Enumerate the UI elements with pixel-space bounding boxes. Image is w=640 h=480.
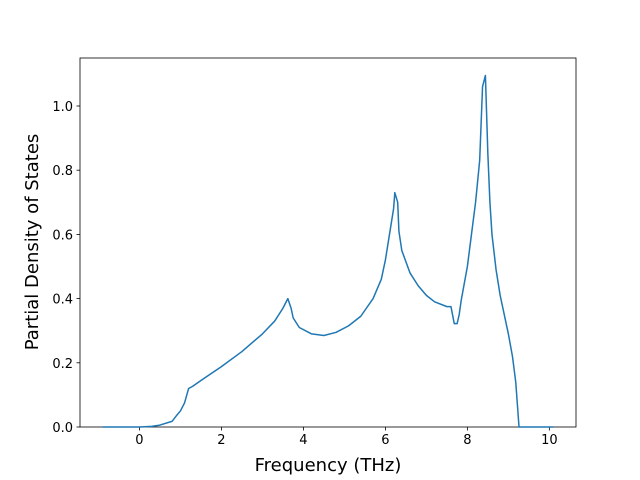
y-tick-label: 1.0 bbox=[52, 100, 73, 115]
x-tick-label: 8 bbox=[463, 433, 471, 448]
y-tick-label: 0.8 bbox=[52, 164, 73, 179]
data-line bbox=[102, 74, 554, 428]
x-tick-label: 6 bbox=[381, 433, 389, 448]
x-tick-label: 0 bbox=[135, 433, 143, 448]
x-tick-label: 4 bbox=[299, 433, 307, 448]
plot-frame bbox=[79, 57, 577, 428]
y-tick-label: 0.0 bbox=[52, 421, 73, 436]
y-axis-label: Partial Density of States bbox=[22, 134, 43, 351]
x-tick-label: 2 bbox=[217, 433, 225, 448]
y-tick-label: 0.6 bbox=[52, 228, 73, 243]
x-tick-label: 10 bbox=[541, 433, 558, 448]
y-tick-label: 0.2 bbox=[52, 357, 73, 372]
y-tick-label: 0.4 bbox=[52, 293, 73, 308]
x-axis-label: Frequency (THz) bbox=[255, 455, 402, 476]
